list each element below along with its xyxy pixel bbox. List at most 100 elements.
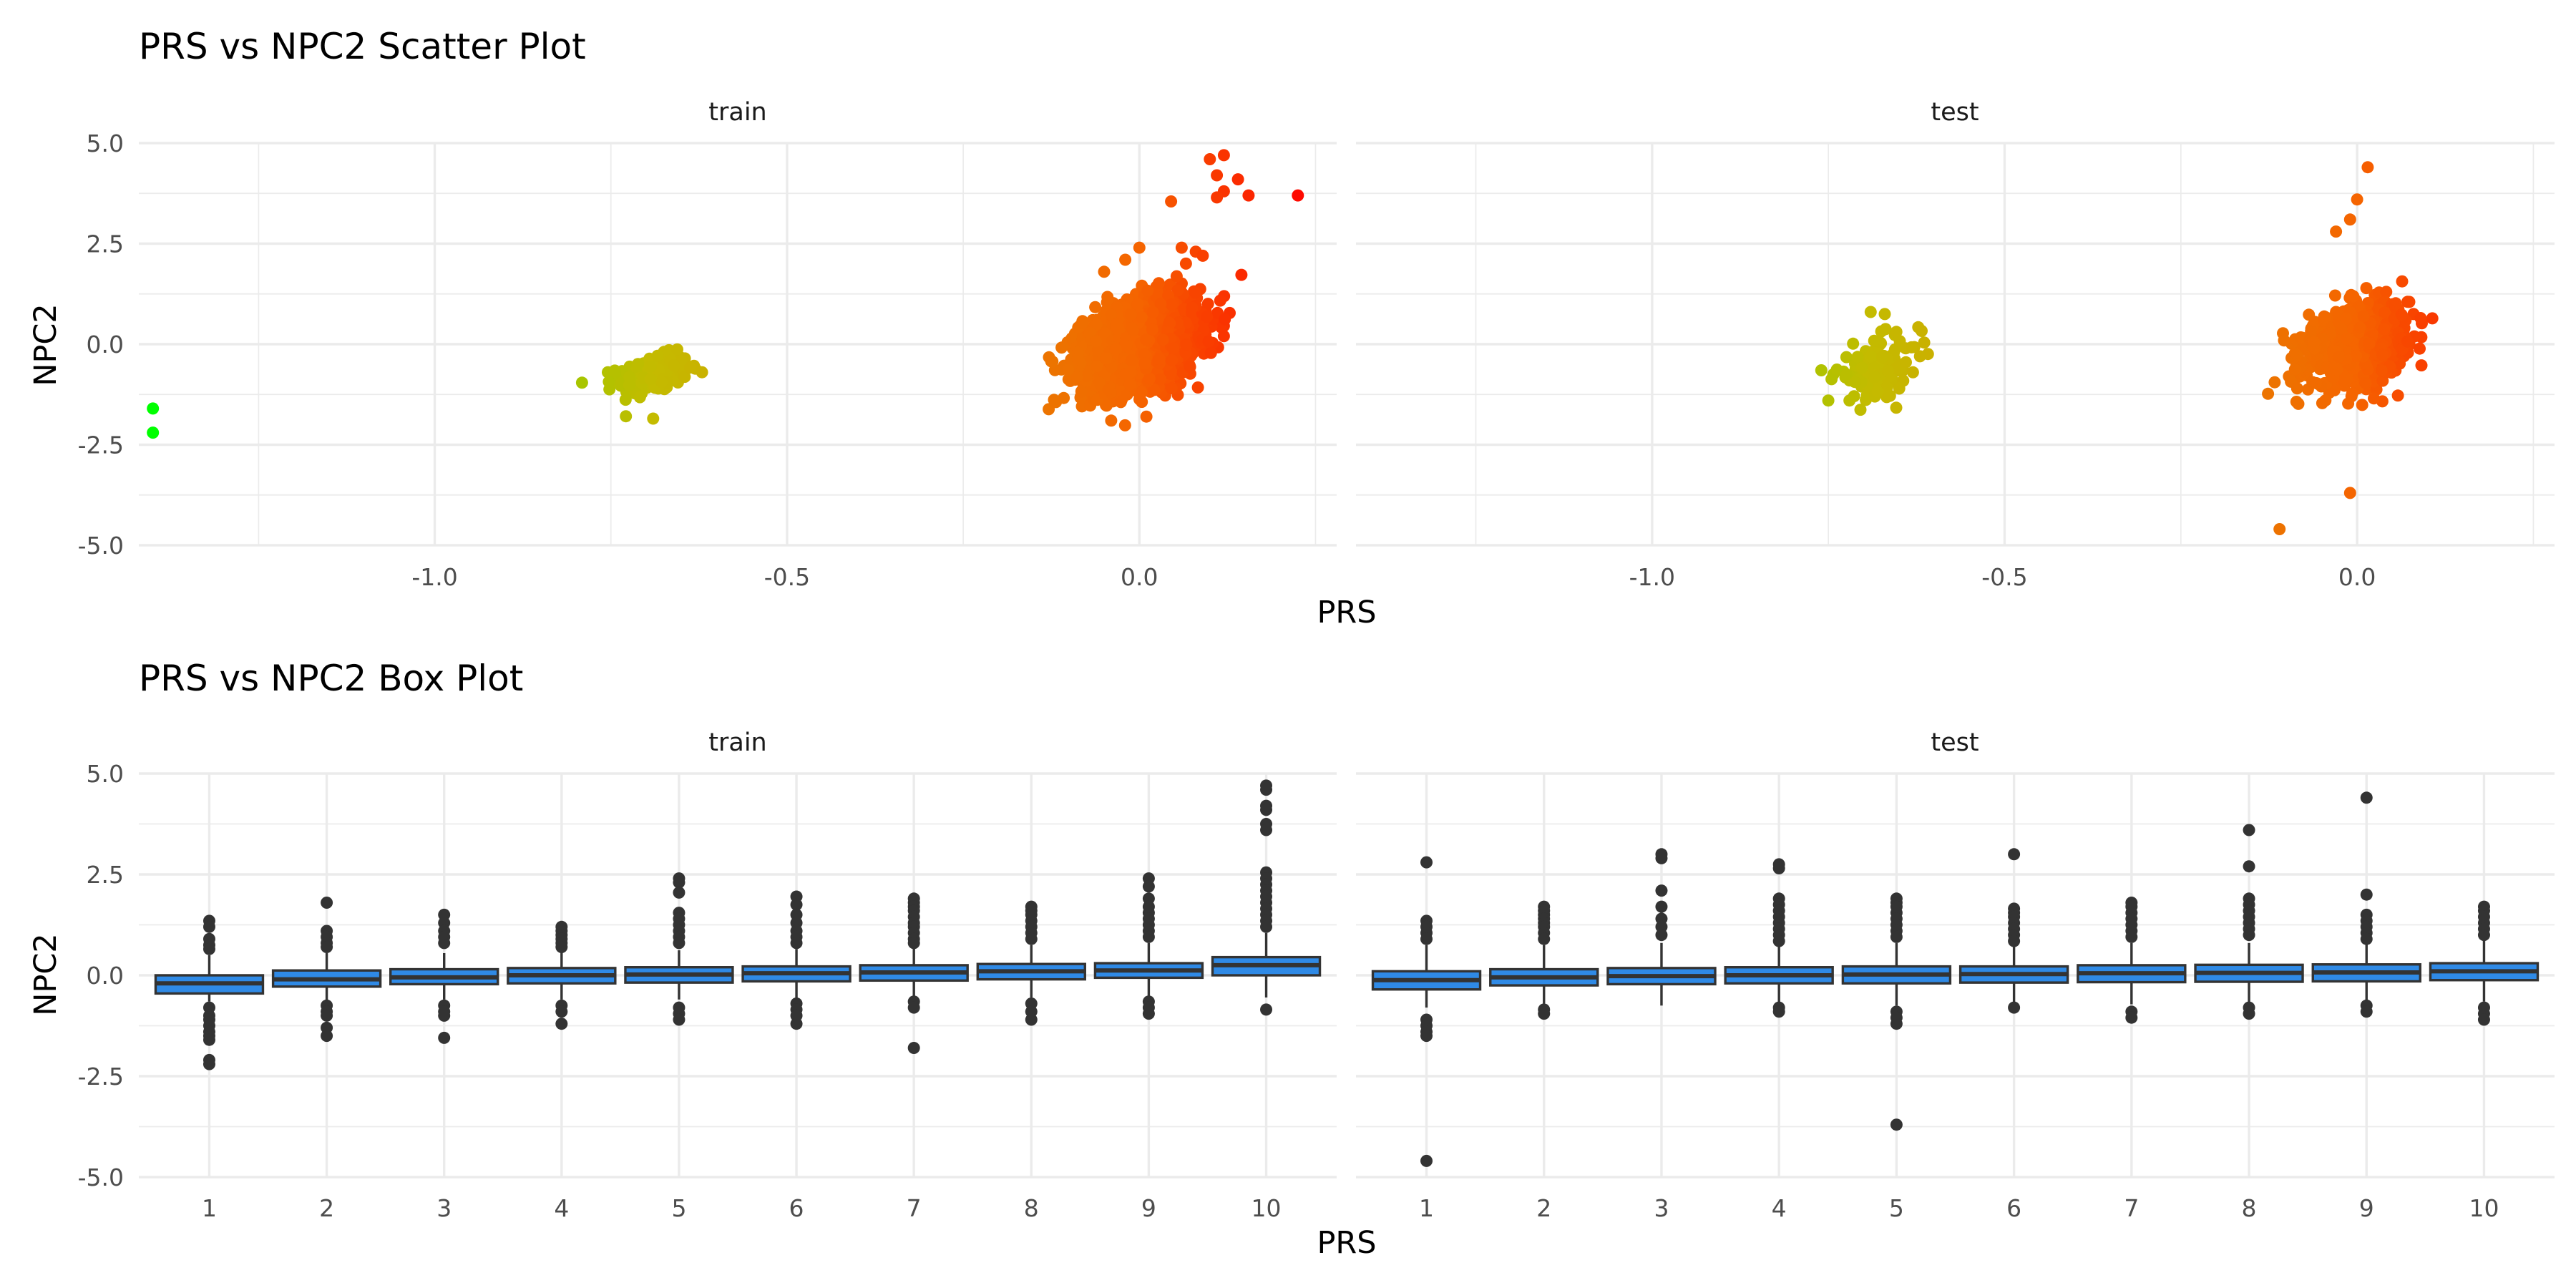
scatter-point <box>1184 361 1196 374</box>
box-outlier <box>1890 1018 1903 1030</box>
scatter-point <box>2330 225 2343 238</box>
box-x-tick-label: 9 <box>2359 1194 2374 1222</box>
scatter-point <box>2415 359 2428 372</box>
box-outlier <box>1260 1003 1273 1016</box>
box-outlier <box>1655 900 1668 913</box>
scatter-point <box>602 376 615 388</box>
scatter-point <box>1148 384 1161 396</box>
scatter-point <box>1140 333 1153 346</box>
box-group-9 <box>2311 791 2421 1018</box>
scatter-point <box>1189 286 1201 299</box>
box-outlier <box>555 1018 568 1030</box>
box-x-tick-label: 3 <box>436 1194 452 1222</box>
scatter-point <box>1090 335 1103 348</box>
box-x-tick-label: 10 <box>2469 1194 2499 1222</box>
box-outlier <box>1025 932 1038 945</box>
box-x-tick-label: 7 <box>907 1194 922 1222</box>
box-outlier <box>1890 1118 1903 1131</box>
scatter-point <box>1235 268 1248 281</box>
box-group-4 <box>507 920 617 1030</box>
box-outlier <box>673 1013 686 1026</box>
scatter-point <box>2343 213 2356 226</box>
scatter-point <box>1080 370 1093 383</box>
scatter-section: PRS vs NPC2 Scatter Plot train test -5.0… <box>28 26 2555 630</box>
box-outlier <box>2243 929 2255 942</box>
box-x-tick-label: 4 <box>1772 1194 1787 1222</box>
scatter-point <box>1893 335 1906 348</box>
box-group-3 <box>1606 848 1717 1006</box>
scatter-point <box>1175 241 1188 254</box>
scatter-point <box>2379 306 2391 319</box>
scatter-point <box>1105 361 1118 374</box>
box-outlier <box>321 1030 333 1043</box>
scatter-point <box>1062 364 1075 376</box>
box-panel-train <box>139 772 1337 1179</box>
scatter-point <box>1138 357 1151 370</box>
box-outlier <box>1420 1030 1433 1043</box>
box-y-tick-label: 2.5 <box>87 861 124 889</box>
scatter-point <box>1815 364 1828 376</box>
scatter-point <box>1125 308 1138 321</box>
box-y-axis-title: NPC2 <box>28 933 64 1015</box>
scatter-point <box>1170 270 1183 283</box>
box-outlier <box>1772 935 1785 947</box>
box-outlier <box>1655 929 1668 942</box>
box-group-7 <box>859 892 969 1054</box>
scatter-point <box>1893 382 1906 395</box>
scatter-point <box>1217 149 1230 162</box>
scatter-point <box>1119 368 1132 381</box>
box-outlier <box>2008 935 2021 947</box>
scatter-point <box>1140 410 1153 423</box>
scatter-point <box>671 343 683 356</box>
scatter-point <box>620 410 633 423</box>
scatter-point <box>1292 189 1304 202</box>
scatter-point <box>2290 349 2303 361</box>
scatter-point <box>1058 391 1070 404</box>
scatter-point <box>1110 318 1123 331</box>
box-group-5 <box>1841 892 1952 1131</box>
scatter-point <box>1879 323 1892 336</box>
scatter-point <box>1916 325 1928 337</box>
scatter-point <box>633 391 646 404</box>
scatter-point <box>2356 399 2368 411</box>
box-outlier <box>1025 1013 1038 1026</box>
scatter-point <box>2426 312 2439 325</box>
scatter-point <box>1165 382 1178 395</box>
scatter-point <box>2359 376 2372 389</box>
box-outlier <box>438 1009 451 1022</box>
box-outlier <box>2008 848 2021 861</box>
box-outlier <box>2008 1001 2021 1014</box>
box-outlier <box>555 1005 568 1018</box>
box-x-tick-label: 6 <box>2006 1194 2021 1222</box>
scatter-point <box>2395 308 2408 321</box>
box-outlier <box>1142 930 1155 943</box>
scatter-point <box>2378 323 2391 336</box>
scatter-point <box>1191 381 1204 394</box>
scatter-y-tick-label: 2.5 <box>87 230 124 258</box>
scatter-point <box>1202 335 1215 348</box>
scatter-point <box>1119 253 1132 266</box>
scatter-x-ticks: -1.0 -0.5 0.0 -1.0 -0.5 0.0 <box>411 563 2376 591</box>
scatter-point <box>1165 195 1178 208</box>
scatter-point <box>1900 356 1912 369</box>
scatter-point <box>683 361 696 374</box>
scatter-point <box>1070 371 1083 384</box>
box-x-tick-label: 8 <box>1024 1194 1039 1222</box>
scatter-point <box>2319 311 2332 323</box>
box-outlier <box>2360 888 2373 901</box>
scatter-point <box>1890 326 1903 338</box>
box-outlier <box>1260 824 1273 836</box>
box-outlier <box>790 898 803 911</box>
box-group-8 <box>976 900 1086 1026</box>
box-outlier <box>1142 1008 1155 1020</box>
scatter-point <box>1201 311 1214 323</box>
scatter-point <box>2353 321 2366 334</box>
scatter-point <box>575 376 588 389</box>
scatter-point <box>1822 394 1835 407</box>
scatter-point <box>1179 257 1192 270</box>
box-outlier <box>907 1042 920 1054</box>
scatter-point <box>2391 389 2404 402</box>
scatter-point <box>647 412 660 425</box>
scatter-point <box>1918 336 1931 349</box>
